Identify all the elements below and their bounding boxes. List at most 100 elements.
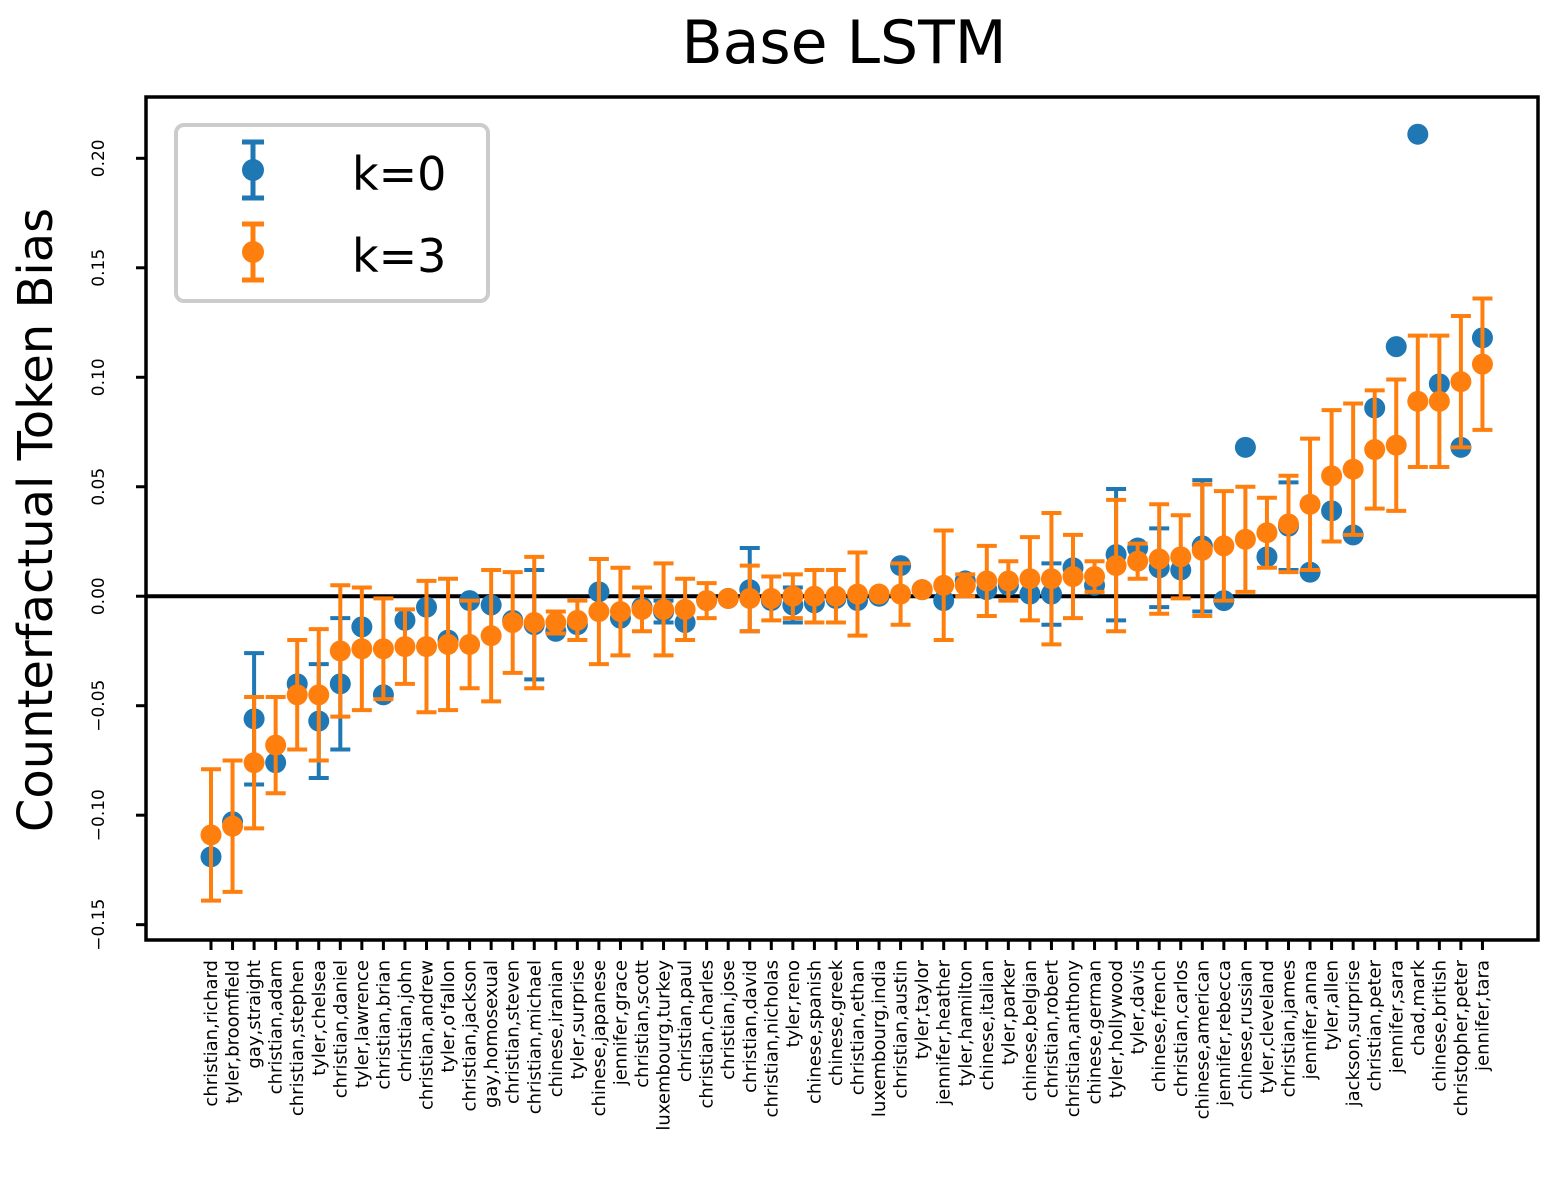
x-tick-label: jackson,surprise — [1343, 960, 1364, 1107]
data-point — [1170, 546, 1192, 568]
x-tick-label: christian,daniel — [330, 960, 351, 1098]
plot-area: −0.15 −0.10 −0.05 0.00 0.05 0.10 0.15 0.20 chris… — [89, 95, 1540, 1131]
x-tick-label: tyler,allen — [1322, 960, 1343, 1050]
x-tick-label: tyler,reno — [783, 960, 804, 1047]
x-tick-label: gay,homosexual — [481, 960, 502, 1108]
x-tick-label: christian,john — [395, 960, 416, 1082]
x-tick-label: tyler,o'fallon — [438, 960, 459, 1073]
x-tick-label: christian,nicholas — [761, 960, 782, 1117]
legend-point — [242, 241, 264, 263]
x-tick-label: christian,adam — [266, 960, 287, 1094]
x-tick-label: chinese,japanese — [589, 960, 610, 1116]
x-tick-label: jennifer,grace — [610, 960, 631, 1086]
data-point — [976, 570, 998, 592]
data-point — [437, 633, 459, 655]
x-tick-label: christian,steven — [503, 960, 524, 1104]
data-point — [416, 636, 437, 658]
data-point — [868, 583, 890, 605]
data-point — [222, 815, 244, 837]
y-tick-label: 0.20 — [89, 139, 109, 177]
x-tick-label: chinese,iranian — [546, 960, 567, 1097]
x-tick-label: chinese,french — [1149, 960, 1170, 1092]
data-point — [653, 598, 675, 620]
data-point — [1385, 336, 1407, 358]
x-tick-label: chinese,italian — [977, 960, 998, 1091]
data-point — [502, 612, 524, 634]
x-tick-label: chinese,spanish — [804, 960, 825, 1104]
x-tick-label: tyler,chelsea — [309, 960, 330, 1076]
data-point — [997, 570, 1019, 592]
series-k=3 — [200, 296, 1493, 903]
data-point — [1428, 390, 1450, 412]
legend-point — [242, 159, 264, 181]
data-point — [933, 574, 955, 596]
y-tick-label: 0.00 — [89, 577, 109, 615]
data-point — [825, 585, 847, 607]
data-point — [1385, 434, 1407, 456]
data-point — [739, 587, 761, 609]
x-tick-label: christian,jackson — [460, 960, 481, 1111]
data-point — [265, 734, 287, 756]
data-point — [760, 587, 782, 609]
x-tick-label: jennifer,rebecca — [1214, 960, 1235, 1107]
x-tick-label: tyler,broomfield — [223, 960, 244, 1104]
data-point — [1278, 513, 1299, 535]
data-point — [1342, 458, 1364, 480]
legend: k=0 k=3 — [174, 123, 490, 303]
data-point — [890, 583, 912, 605]
data-point — [459, 633, 481, 655]
data-point — [588, 601, 610, 623]
data-point — [1213, 535, 1235, 557]
x-tick-label: tyler,davis — [1128, 960, 1149, 1054]
data-point — [200, 824, 222, 846]
x-tick-label: chinese,greek — [826, 959, 847, 1086]
x-tick-label: christian,robert — [1041, 960, 1062, 1098]
x-tick-label: christian,paul — [675, 960, 696, 1082]
data-point — [717, 587, 739, 609]
x-tick-label: christian,ethan — [848, 960, 869, 1095]
data-point — [523, 612, 545, 634]
data-point — [1084, 566, 1106, 588]
x-tick-label: tyler,cleveland — [1257, 960, 1278, 1093]
x-tick-label: christian,scott — [632, 960, 653, 1088]
data-point — [1234, 528, 1256, 550]
x-tick-label: jennifer,tara — [1472, 960, 1493, 1072]
y-tick-label: 0.10 — [89, 358, 109, 396]
legend-marker-k0 — [242, 139, 264, 201]
x-tick-label: luxembourg,india — [869, 960, 890, 1117]
data-point — [1019, 568, 1041, 590]
legend-label-k0: k=0 — [352, 147, 446, 201]
x-tick-label: christian,andrew — [417, 960, 438, 1110]
data-point — [1450, 371, 1472, 393]
data-point — [1471, 353, 1493, 375]
x-tick-label: christian,stephen — [287, 960, 308, 1116]
x-tick-label: chinese,russian — [1235, 960, 1256, 1100]
data-point — [782, 585, 804, 607]
data-point — [1407, 390, 1429, 412]
data-point — [1234, 436, 1256, 458]
data-point — [480, 625, 502, 647]
data-point — [1148, 548, 1170, 570]
data-point — [1299, 561, 1321, 583]
y-tick-label: −0.10 — [89, 789, 109, 841]
x-tick-label: christian,david — [740, 960, 761, 1093]
x-tick-label: christopher,peter — [1451, 959, 1472, 1116]
x-tick-label: jennifer,anna — [1300, 960, 1321, 1080]
data-point — [1364, 439, 1386, 461]
x-tick-label: chinese,british — [1429, 960, 1450, 1092]
x-tick-label: tyler,hollywood — [1106, 960, 1127, 1098]
data-point — [243, 752, 265, 774]
legend-label-k3: k=3 — [352, 229, 446, 283]
data-point — [308, 684, 330, 706]
x-tick-label: christian,austin — [891, 960, 912, 1099]
data-point — [566, 609, 588, 631]
data-point — [372, 638, 394, 660]
data-point — [1062, 566, 1084, 588]
data-point — [329, 640, 351, 662]
x-tick-label: christian,james — [1279, 960, 1300, 1097]
x-tick-label: tyler,parker — [998, 959, 1019, 1065]
x-tick-label: christian,peter — [1365, 959, 1386, 1091]
data-point — [609, 601, 631, 623]
y-tick-label: −0.05 — [89, 680, 109, 732]
